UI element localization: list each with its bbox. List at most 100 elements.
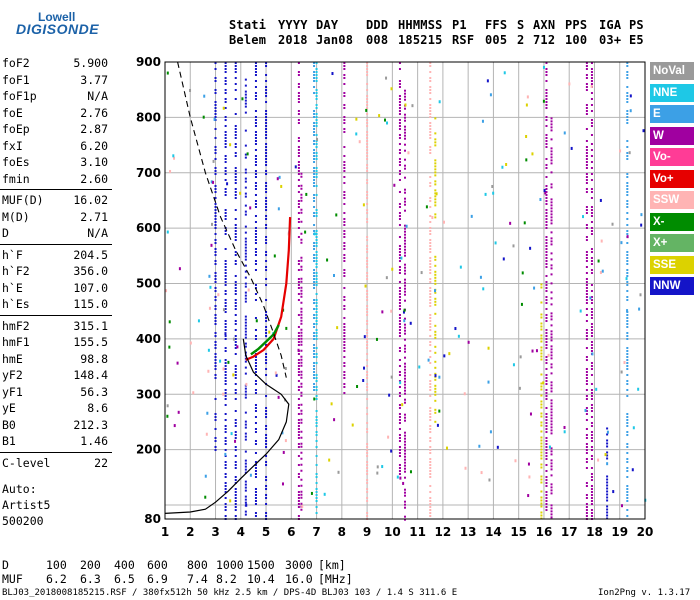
separator (0, 243, 112, 245)
echo-mark (434, 258, 437, 261)
echo-mark (434, 138, 437, 141)
echo-mark (626, 422, 629, 424)
echo-mark (297, 344, 300, 346)
echo-mark (315, 71, 318, 73)
echo-mark (366, 359, 369, 361)
echo-mark (398, 305, 401, 307)
echo-mark (214, 398, 217, 400)
echo-mark (404, 143, 406, 146)
echo-mark (300, 310, 303, 313)
echo-mark (343, 119, 346, 121)
echo-mark (234, 293, 237, 295)
echo-mark (540, 454, 543, 457)
echo-mark (550, 351, 553, 354)
noise-point (606, 430, 609, 434)
echo-mark (297, 473, 300, 475)
echo-mark (297, 278, 300, 280)
echo-mark (550, 258, 553, 261)
echo-mark (224, 125, 227, 127)
echo-mark (366, 515, 369, 517)
echo-mark (265, 362, 268, 364)
echo-mark (315, 230, 318, 232)
echo-mark (254, 464, 257, 466)
echo-mark (550, 219, 553, 222)
echo-mark (404, 149, 406, 152)
echo-mark (297, 365, 300, 367)
noise-point (570, 146, 573, 150)
echo-mark (366, 221, 369, 223)
echo-mark (315, 398, 318, 400)
echo-mark (265, 356, 268, 358)
echo-mark (366, 479, 369, 481)
echo-mark (550, 201, 553, 204)
echo-mark (626, 509, 629, 511)
echo-mark (244, 297, 247, 300)
echo-mark (429, 299, 432, 301)
echo-mark (404, 329, 406, 332)
echo-mark (244, 489, 247, 492)
echo-mark (265, 488, 268, 490)
echo-mark (585, 257, 588, 259)
echo-mark (224, 362, 227, 364)
echo-mark (545, 140, 548, 142)
echo-mark (300, 391, 303, 394)
echo-mark (366, 299, 369, 301)
echo-mark (343, 269, 346, 271)
echo-mark (244, 420, 247, 423)
noise-point (502, 257, 505, 261)
noise-point (192, 391, 195, 395)
echo-mark (254, 284, 257, 286)
echo-mark (297, 353, 300, 355)
echo-mark (313, 155, 316, 157)
echo-mark (434, 144, 437, 147)
noise-point (355, 132, 358, 136)
echo-mark (585, 398, 588, 400)
echo-mark (545, 485, 548, 487)
echo-mark (429, 416, 432, 418)
noise-point (239, 191, 242, 195)
echo-mark (234, 320, 237, 322)
echo-mark (550, 150, 553, 153)
echo-mark (545, 68, 548, 70)
echo-mark (585, 62, 588, 64)
param-value: 6.20 (80, 138, 108, 153)
echo-mark (590, 503, 593, 505)
echo-mark (398, 464, 401, 466)
echo-mark (585, 461, 588, 463)
echo-mark (234, 398, 237, 400)
noise-point (525, 158, 528, 162)
noise-point (620, 504, 623, 508)
echo-mark (297, 206, 300, 208)
echo-mark (585, 434, 588, 436)
separator (0, 451, 112, 453)
echo-mark (265, 164, 268, 166)
echo-mark (297, 164, 300, 166)
echo-mark (429, 302, 432, 304)
noise-point (364, 284, 367, 288)
echo-mark (626, 290, 629, 292)
echo-mark (626, 380, 629, 382)
echo-mark (265, 476, 268, 478)
echo-mark (590, 509, 593, 511)
echo-mark (224, 92, 227, 94)
echo-mark (626, 98, 629, 100)
echo-mark (606, 493, 609, 496)
echo-mark (313, 179, 316, 181)
noise-point (173, 156, 176, 160)
echo-mark (300, 361, 303, 364)
echo-mark (404, 488, 406, 491)
noise-point (612, 490, 615, 494)
echo-mark (540, 355, 543, 358)
echo-mark (254, 476, 257, 478)
echo-mark (404, 95, 406, 98)
echo-mark (545, 344, 548, 346)
noise-point (591, 352, 594, 356)
echo-mark (429, 233, 432, 235)
echo-mark (214, 275, 217, 277)
echo-mark (590, 296, 593, 298)
echo-mark (315, 113, 318, 115)
echo-mark (404, 248, 406, 251)
echo-mark (214, 197, 217, 199)
echo-mark (398, 332, 401, 334)
header-label: S (517, 18, 525, 32)
